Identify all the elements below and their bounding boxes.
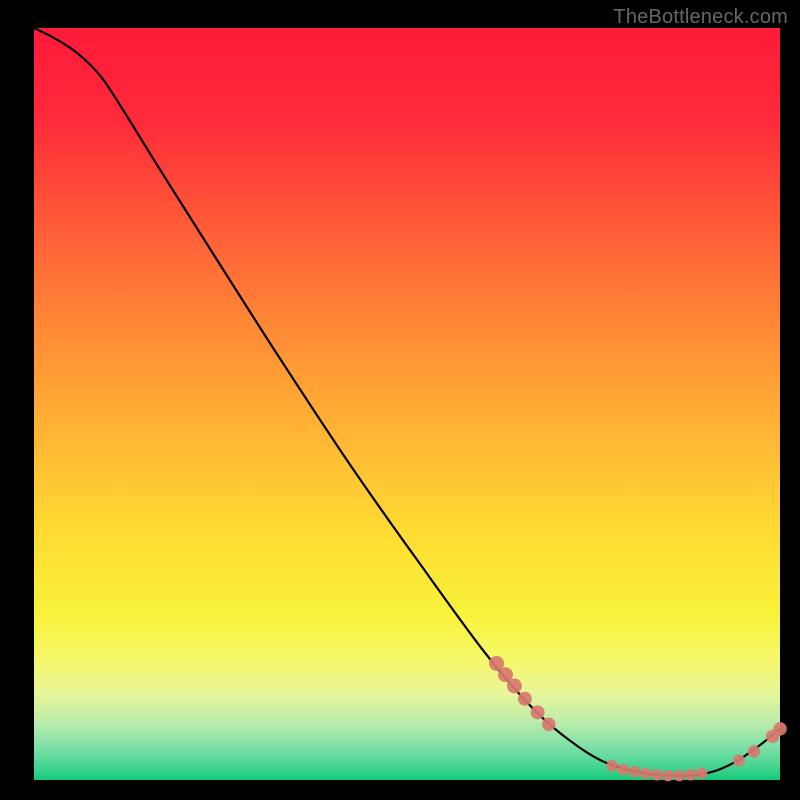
watermark-text: TheBottleneck.com [613, 6, 788, 29]
chart-plot-area [34, 28, 780, 780]
chart-container: TheBottleneck.com [0, 0, 800, 800]
